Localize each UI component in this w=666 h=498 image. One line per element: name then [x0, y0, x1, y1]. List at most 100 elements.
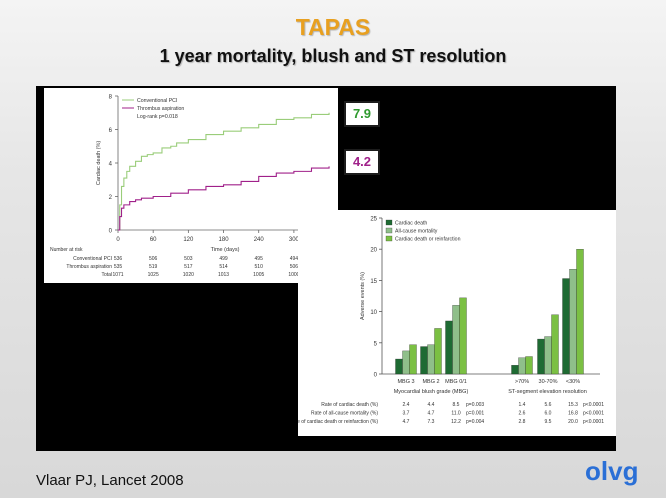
- km-y-tick-label: 8: [109, 95, 113, 101]
- km-x-tick-label: 120: [183, 237, 194, 243]
- km-at-risk-value: 1000: [288, 272, 299, 278]
- bar-table-value: 7.3: [428, 419, 435, 425]
- bar-legend-entry: Cardiac death: [395, 221, 427, 227]
- bar-mark: [459, 297, 467, 375]
- km-at-risk-value: 1020: [183, 272, 194, 278]
- bar-table-p-value: p=0.004: [466, 419, 484, 425]
- bar-mark: [409, 344, 417, 375]
- km-at-risk-value: 506: [290, 264, 299, 270]
- bar-y-axis-label: Adverse events (%): [360, 272, 366, 320]
- bar-chart: 0 5 10 15 20 25 Adverse events (%) Cardiac deat…: [289, 217, 604, 426]
- bar-category-label: MBG 3: [397, 379, 414, 385]
- bar-mark: [427, 344, 435, 375]
- km-at-risk-value: 536: [114, 256, 123, 262]
- km-at-risk-value: 517: [184, 264, 193, 270]
- bar-mark: [562, 278, 570, 375]
- conventional-highlight-value: 7.9: [344, 101, 380, 127]
- bar-table-value: 4.7: [403, 419, 410, 425]
- bar-table-value: 4.7: [428, 411, 435, 417]
- bar-y-tick-label: 5: [374, 341, 378, 347]
- km-at-risk-value: 1005: [253, 272, 264, 278]
- bar-table-value: 4.4: [428, 402, 435, 408]
- bar-y-tick-label: 20: [370, 248, 377, 254]
- km-at-risk-value: 506: [149, 256, 158, 262]
- bar-table-value: 15.3: [568, 402, 578, 408]
- bar-table-row-label: Rate of cardiac death (%): [321, 402, 378, 408]
- bar-mark: [544, 336, 552, 375]
- bar-table-row-label: Rate of all-cause mortality (%): [311, 411, 378, 417]
- bar-category-label: >70%: [515, 379, 529, 385]
- km-at-risk-value: 510: [255, 264, 264, 270]
- bar-table-value: 8.5: [453, 402, 460, 408]
- km-at-risk-value: 499: [219, 256, 228, 262]
- bar-table-value: 16.8: [568, 411, 578, 417]
- km-x-axis-label: Time (days): [211, 247, 240, 253]
- bar-group-label: Myocardial blush grade (MBG): [394, 389, 469, 395]
- km-chart: 02468060120180240300360Time (days)Cardia…: [50, 95, 335, 279]
- bar-mark: [434, 328, 442, 375]
- km-at-risk-value: 494: [290, 256, 299, 262]
- citation: Vlaar PJ, Lancet 2008: [36, 472, 184, 489]
- bar-table-value: 6.0: [545, 411, 552, 417]
- km-series-line-conventional: [118, 112, 330, 231]
- bar-table-p-value: p=0.003: [466, 402, 484, 408]
- bar-y-tick-label: 25: [370, 217, 377, 223]
- bar-mark: [518, 357, 526, 375]
- bar-mark: [537, 338, 545, 375]
- bar-category-label: MBG 2: [422, 379, 439, 385]
- bar-table-value: 20.0: [568, 419, 578, 425]
- km-at-risk-label: Conventional PCI: [73, 256, 112, 262]
- bar-table-value: 1.4: [519, 402, 526, 408]
- km-x-tick-label: 0: [116, 237, 120, 243]
- bar-table-p-value: p<0.0001: [583, 419, 604, 425]
- bar-table-p-value: p<0.0001: [583, 411, 604, 417]
- bar-y-tick-label: 10: [370, 310, 377, 316]
- km-series-line-thrombus: [118, 166, 330, 231]
- km-figure: 02468060120180240300360Time (days)Cardia…: [44, 88, 338, 283]
- km-y-tick-label: 2: [109, 195, 113, 201]
- km-legend-entry: Thrombus aspiration: [137, 106, 184, 112]
- km-at-risk-value: 519: [149, 264, 158, 270]
- slide-subtitle: 1 year mortality, blush and ST resolutio…: [159, 46, 507, 66]
- bar-category-label: 30-70%: [539, 379, 558, 385]
- km-at-risk-value: 535: [114, 264, 123, 270]
- bar-mark: [551, 314, 559, 375]
- bar-legend-swatch: [385, 227, 393, 234]
- bar-table-p-value: p=0.001: [466, 411, 484, 417]
- bar-table-value: 3.7: [403, 411, 410, 417]
- bar-mark: [576, 249, 584, 375]
- km-at-risk-header: Number at risk: [50, 247, 83, 253]
- km-legend-entry: Conventional PCI: [137, 98, 177, 104]
- bar-table-value: 11.0: [451, 411, 461, 417]
- bar-table-value: 9.5: [545, 419, 552, 425]
- bar-legend-entry: All-cause mortality: [395, 229, 438, 235]
- bar-table-value: 2.8: [519, 419, 526, 425]
- km-x-tick-label: 180: [219, 237, 230, 243]
- bar-mark: [569, 269, 577, 375]
- km-at-risk-value: 1025: [148, 272, 159, 278]
- bar-category-label: MBG 0/1: [445, 379, 467, 385]
- km-at-risk-value: 514: [219, 264, 228, 270]
- bar-mark: [445, 320, 453, 375]
- bar-figure: 0 5 10 15 20 25 Adverse events (%) Cardiac deat…: [289, 210, 616, 436]
- km-at-risk-label: Total: [101, 272, 112, 278]
- bar-mark: [452, 305, 460, 375]
- bar-legend-entry: Cardiac death or reinfarction: [395, 237, 461, 243]
- bar-legend-swatch: [385, 235, 393, 242]
- km-legend-entry: Log-rank p=0.018: [137, 114, 178, 120]
- bar-mark: [525, 356, 533, 375]
- thrombus-highlight-value: 4.2: [344, 149, 380, 175]
- km-y-tick-label: 6: [109, 128, 113, 134]
- bar-y-tick-label: 0: [374, 373, 378, 379]
- km-at-risk-value: 1013: [218, 272, 229, 278]
- bar-mark: [402, 350, 410, 375]
- km-at-risk-value: 1071: [112, 272, 123, 278]
- olvg-logo: olvg: [585, 456, 639, 486]
- km-at-risk-label: Thrombus aspiration: [66, 264, 112, 270]
- km-y-tick-label: 0: [109, 229, 113, 235]
- km-x-tick-label: 60: [150, 237, 157, 243]
- bar-legend-swatch: [385, 219, 393, 226]
- bar-table-value: 12.2: [451, 419, 461, 425]
- km-y-tick-label: 4: [109, 162, 113, 168]
- km-at-risk-value: 503: [184, 256, 193, 262]
